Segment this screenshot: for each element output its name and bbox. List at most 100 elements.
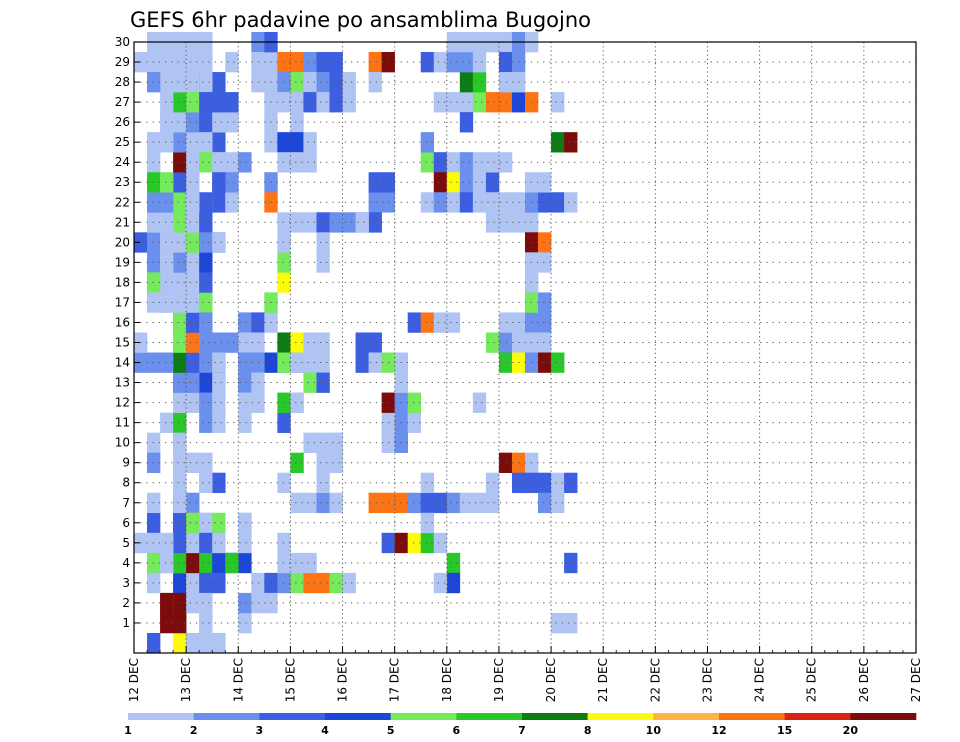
colorbar-label: 6 — [453, 724, 461, 737]
heatmap-cell — [160, 112, 174, 133]
heatmap-cell — [160, 52, 174, 73]
heatmap-cell — [199, 112, 213, 133]
heatmap-cell — [368, 212, 382, 233]
heatmap-cell — [303, 552, 317, 574]
heatmap-cell — [433, 492, 448, 514]
heatmap-cell — [564, 132, 578, 153]
heatmap-cell — [212, 512, 226, 534]
heatmap-cell — [342, 92, 356, 113]
x-axis: 12 DEC 13 DEC 14 DEC 15 DEC 16 DEC 17 DEC 18 D… — [127, 646, 923, 702]
y-tick-label: 26 — [115, 115, 130, 129]
heatmap-cell — [446, 492, 461, 514]
heatmap-cell — [238, 532, 252, 554]
heatmap-cell — [173, 92, 187, 113]
heatmap-cell — [368, 352, 382, 373]
heatmap-cell — [433, 532, 448, 554]
y-tick-label: 28 — [115, 75, 130, 89]
heatmap-cell — [446, 92, 461, 113]
heatmap-cell — [186, 252, 200, 273]
heatmap-cell — [277, 52, 291, 73]
x-tick-label: 27 DEC — [909, 658, 923, 702]
heatmap-cell — [225, 192, 239, 213]
heatmap-cell — [186, 192, 200, 213]
heatmap-cell — [551, 612, 565, 634]
heatmap-cell — [485, 492, 500, 514]
heatmap-cell — [538, 332, 552, 353]
heatmap-cell — [420, 532, 435, 554]
colorbar-label: 20 — [843, 724, 859, 737]
heatmap-cell — [446, 552, 461, 574]
heatmap-cell — [186, 532, 200, 554]
heatmap-cell — [212, 232, 226, 253]
heatmap-cell — [238, 332, 252, 353]
heatmap-cell — [277, 252, 291, 273]
heatmap-cell — [199, 532, 213, 554]
heatmap-cell — [316, 472, 330, 494]
heatmap-cell — [199, 292, 213, 313]
heatmap-cell — [238, 312, 252, 333]
colorbar-label: 12 — [711, 724, 726, 737]
heatmap-cell — [290, 332, 304, 353]
heatmap-cell — [277, 152, 291, 173]
colorbar-label: 3 — [256, 724, 264, 737]
y-tick-label: 18 — [115, 275, 130, 289]
heatmap-cell — [225, 552, 239, 574]
colorbar-label: 8 — [584, 724, 592, 737]
heatmap-cell — [199, 52, 213, 73]
heatmap-cell — [212, 192, 226, 213]
y-tick-label: 16 — [115, 315, 130, 329]
heatmap-cell — [303, 352, 317, 373]
heatmap-cell — [212, 352, 226, 373]
heatmap-cell — [316, 232, 330, 253]
heatmap-cell — [303, 52, 317, 73]
heatmap-cell — [225, 332, 239, 353]
heatmap-cell — [551, 492, 565, 514]
y-tick-label: 6 — [122, 516, 130, 530]
heatmap-cell — [329, 572, 343, 594]
y-tick-label: 25 — [115, 135, 130, 149]
heatmap-cell — [485, 192, 500, 213]
y-tick-label: 9 — [122, 456, 130, 470]
heatmap-cell — [238, 612, 252, 634]
heatmap-cell — [459, 172, 474, 193]
heatmap-cell — [251, 332, 265, 353]
heatmap-cell — [173, 72, 187, 93]
x-tick-label: 22 DEC — [648, 658, 662, 702]
heatmap-cell — [420, 312, 435, 333]
heatmap-cell — [342, 212, 356, 233]
heatmap-cell — [538, 192, 552, 213]
colorbar-swatch — [128, 713, 194, 720]
colorbar-swatch — [325, 713, 391, 720]
heatmap-cell — [303, 152, 317, 173]
x-tick-label: 14 DEC — [231, 658, 245, 702]
heatmap-cell — [277, 232, 291, 253]
heatmap-cell — [290, 492, 304, 514]
heatmap-cell — [433, 52, 448, 73]
heatmap-cell — [160, 552, 174, 574]
y-tick-label: 5 — [122, 536, 130, 550]
heatmap-cell — [485, 472, 500, 494]
x-tick-label: 19 DEC — [492, 658, 506, 702]
heatmap-cell — [212, 152, 226, 173]
x-tick-label: 24 DEC — [753, 658, 767, 702]
heatmap-cell — [368, 332, 382, 353]
heatmap-cell — [173, 472, 187, 494]
colorbar-label: 7 — [518, 724, 526, 737]
heatmap-cell — [277, 472, 291, 494]
heatmap-cell — [551, 352, 565, 373]
heatmap-cell — [160, 252, 174, 273]
heatmap-cell — [199, 552, 213, 574]
heatmap-cell — [472, 72, 487, 93]
heatmap-cell — [498, 452, 513, 474]
heatmap-cell — [459, 492, 474, 514]
colorbar-label: 15 — [777, 724, 792, 737]
heatmap-cell — [238, 592, 252, 614]
y-tick-label: 24 — [115, 155, 130, 169]
heatmap-cell — [329, 492, 343, 514]
heatmap-cell — [459, 92, 474, 113]
heatmap-cell — [472, 192, 487, 213]
heatmap-cell — [173, 292, 187, 313]
heatmap-cell — [238, 152, 252, 173]
heatmap-cell — [251, 312, 265, 333]
